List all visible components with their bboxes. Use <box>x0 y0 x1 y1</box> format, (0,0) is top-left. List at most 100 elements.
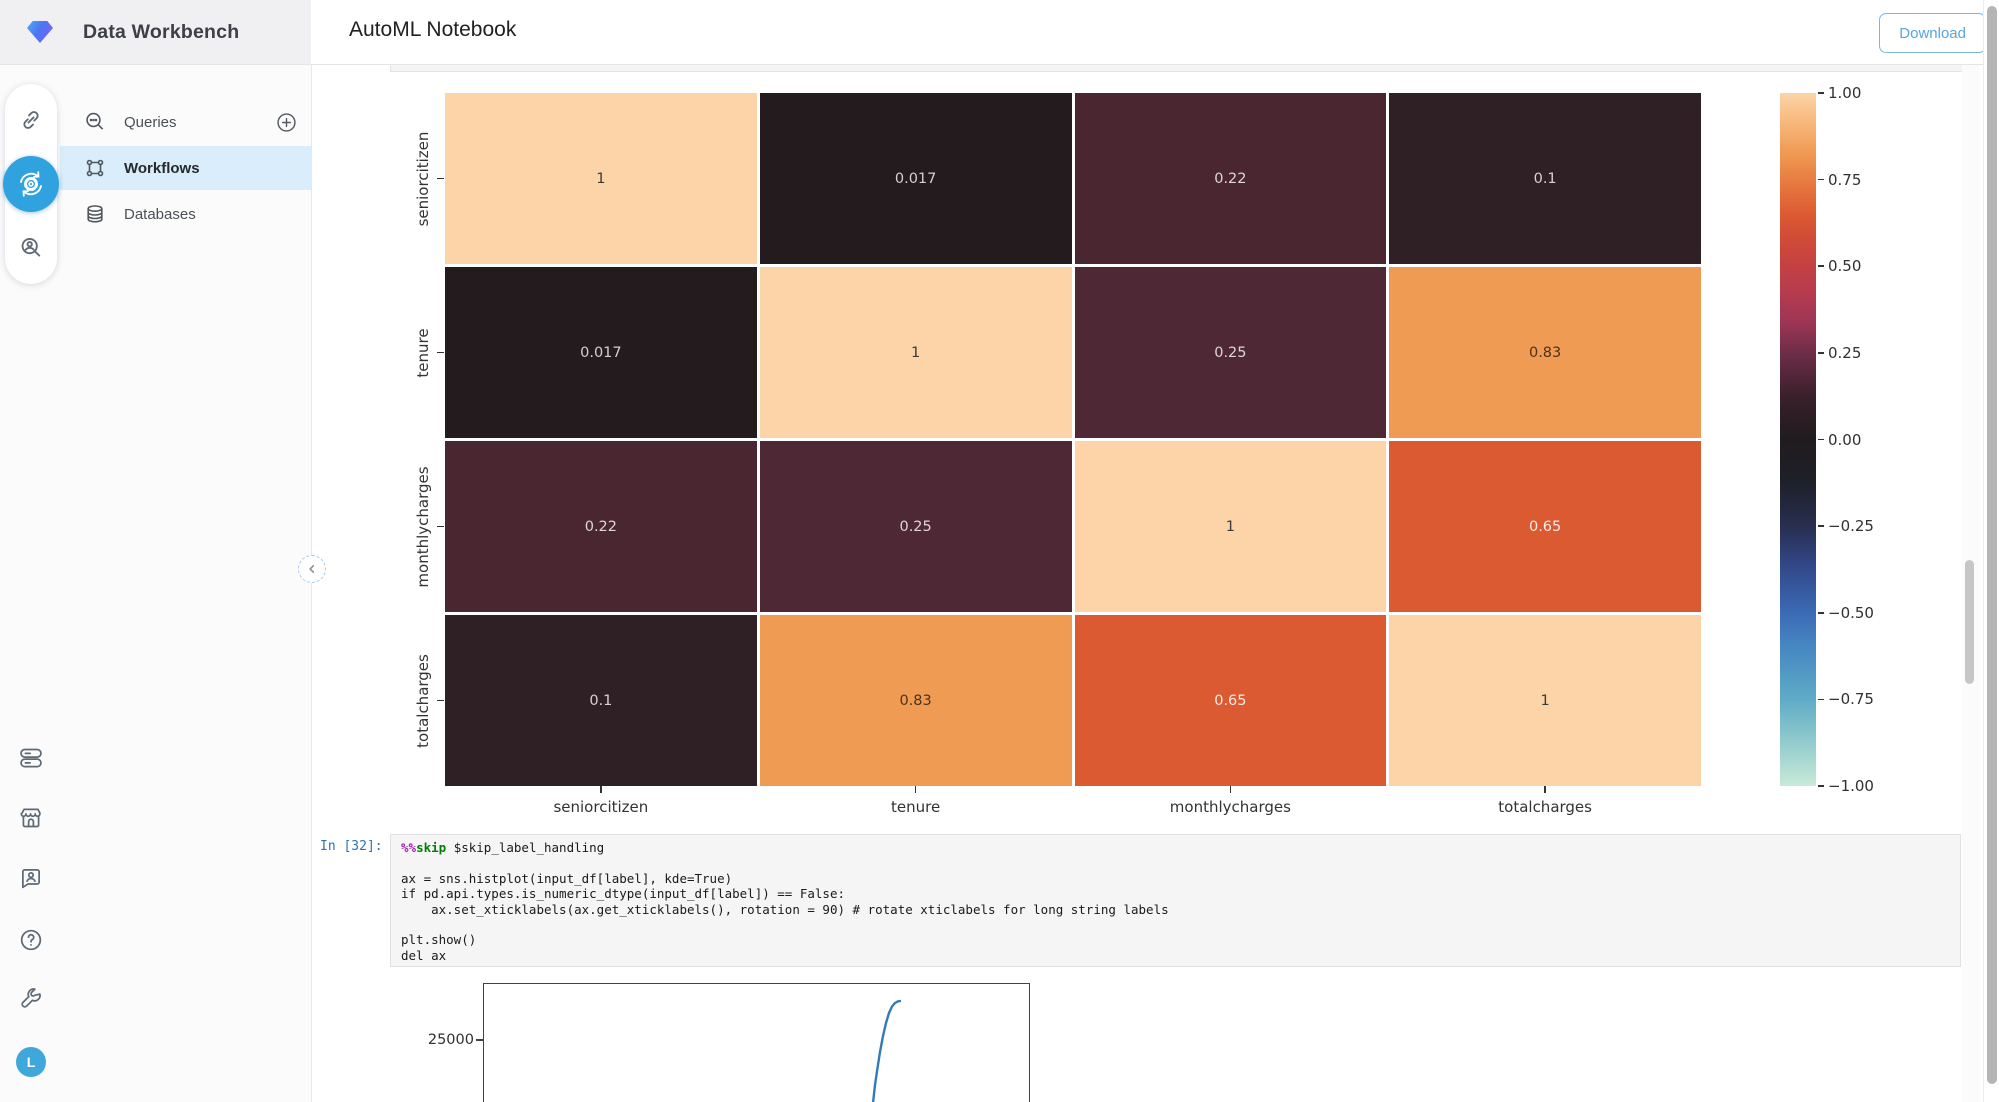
sidebar-item-databases[interactable]: Databases <box>60 192 311 236</box>
y-axis-tick-label: tenure <box>414 327 432 378</box>
download-button-label: Download <box>1899 24 1966 42</box>
colorbar-tick-label: −0.50 <box>1828 603 1874 622</box>
code-line: del ax <box>401 947 447 963</box>
heatmap-cell: 0.017 <box>759 93 1072 264</box>
heatmap-cell: 1 <box>445 93 757 264</box>
x-axis-tick-label: monthlycharges <box>1169 798 1291 816</box>
help-icon[interactable] <box>18 927 44 953</box>
colorbar-tick-label: 1.00 <box>1828 84 1862 102</box>
y-axis-tick <box>437 699 444 702</box>
colorbar-tick-label: 0.25 <box>1828 343 1862 362</box>
code-line: %%skip $skip_label_handling <box>401 840 605 855</box>
heatmap-cell: 0.22 <box>445 441 757 612</box>
y-axis-tick-label: seniorcitizen <box>414 131 432 226</box>
workflow-nodes-icon <box>83 156 107 180</box>
code-cell-editor[interactable]: %%skip $skip_label_handling ax = sns.his… <box>390 834 1961 967</box>
colorbar-tick-label: 0.00 <box>1828 430 1862 449</box>
heatmap-cell: 1 <box>1389 615 1701 786</box>
kde-ytick-label: 25000 <box>427 1032 474 1048</box>
heatmap-cell: 0.65 <box>1074 615 1387 786</box>
sidebar-collapse-button[interactable] <box>298 555 326 583</box>
sidebar-item-label: Queries <box>124 113 177 131</box>
x-axis-tick-label: tenure <box>891 798 941 816</box>
sidebar-item-label: Workflows <box>124 159 200 177</box>
sidebar-panel: Queries Workflows <box>60 64 312 1102</box>
kde-curve <box>871 999 902 1102</box>
kde-plot-output <box>483 983 1030 1102</box>
sync-gear-icon <box>20 171 42 197</box>
brand-area: Data Workbench <box>0 0 311 64</box>
heatmap-cell: 1 <box>759 267 1072 438</box>
colorbar-tick <box>1818 352 1824 354</box>
colorbar-tick <box>1818 525 1824 527</box>
x-axis-tick <box>1229 786 1232 793</box>
download-button[interactable]: Download <box>1879 13 1986 53</box>
x-axis-tick <box>600 786 602 793</box>
y-axis-tick <box>437 351 444 354</box>
sidebar-item-queries[interactable]: Queries <box>60 100 311 144</box>
heatmap-colorbar <box>1780 93 1816 786</box>
x-axis-tick-label: seniorcitizen <box>553 798 649 816</box>
colorbar-tick <box>1818 698 1824 701</box>
top-bar: Data Workbench AutoML Notebook Download <box>0 0 1999 65</box>
notebook-scroll-area[interactable]: 1 0.017 0.22 0.1 0.017 1 0.25 0.83 0.22 0.25 1 0.65… <box>311 64 1999 1102</box>
colorbar-tick <box>1818 265 1824 268</box>
contact-card-icon[interactable] <box>18 865 44 891</box>
tools-wrench-icon[interactable] <box>18 987 44 1013</box>
icon-rail: L <box>0 64 60 1102</box>
database-icon <box>83 202 107 226</box>
heatmap-output-figure: 1 0.017 0.22 0.1 0.017 1 0.25 0.83 0.22 0.25 1 0.65… <box>311 64 1999 1102</box>
code-line <box>401 917 1950 932</box>
y-axis-tick-label: monthlycharges <box>414 465 432 588</box>
colorbar-tick <box>1818 611 1824 614</box>
heatmap-cell: 0.83 <box>1389 267 1701 438</box>
x-axis-tick-label: totalcharges <box>1498 798 1592 816</box>
connections-link-icon[interactable] <box>18 107 44 133</box>
y-axis-tick <box>437 525 444 528</box>
colorbar-tick-label: −0.25 <box>1828 517 1874 536</box>
window-scrollbar-thumb[interactable] <box>1986 6 1997 1084</box>
chevron-left-icon <box>309 564 315 573</box>
automation-sync-gear-button[interactable] <box>3 156 59 212</box>
heatmap-cell: 0.1 <box>1389 93 1701 264</box>
y-axis-tick <box>437 177 444 180</box>
code-line: if pd.api.types.is_numeric_dtype(input_d… <box>401 886 846 902</box>
colorbar-tick <box>1818 438 1824 441</box>
add-query-button[interactable] <box>275 111 298 134</box>
app-name: Data Workbench <box>83 20 240 43</box>
heatmap-cell: 0.83 <box>759 615 1072 786</box>
user-avatar-initial: L <box>26 1054 36 1070</box>
heatmap-cell: 0.65 <box>1389 441 1701 612</box>
heatmap-cell: 0.25 <box>759 441 1072 612</box>
colorbar-tick <box>1818 178 1824 181</box>
heatmap-cell: 0.25 <box>1074 267 1387 438</box>
gem-logo-icon <box>27 21 53 43</box>
user-avatar[interactable]: L <box>16 1047 46 1077</box>
code-line: ax = sns.histplot(input_df[label], kde=T… <box>401 870 733 886</box>
heatmap-cell: 0.017 <box>445 267 757 438</box>
notebook-scrollbar-thumb[interactable] <box>1965 560 1974 684</box>
colorbar-tick-label: −1.00 <box>1828 777 1874 795</box>
y-axis-tick-label: totalcharges <box>414 653 432 748</box>
colorbar-tick-label: 0.50 <box>1828 257 1862 276</box>
sidebar-item-label: Databases <box>124 205 196 223</box>
profile-search-icon[interactable] <box>18 235 44 261</box>
code-line: ax.set_xticklabels(ax.get_xticklabels(),… <box>401 901 1169 917</box>
colorbar-tick <box>1818 785 1824 787</box>
code-line: plt.show() <box>401 932 477 948</box>
notebook-scrollbar-track <box>1962 64 1980 1102</box>
marketplace-store-icon[interactable] <box>18 805 44 831</box>
query-search-icon <box>83 110 107 134</box>
heatmap-grid: 1 0.017 0.22 0.1 0.017 1 0.25 0.83 0.22 0.25 1 0.65… <box>445 93 1701 786</box>
toggle-pills-icon[interactable] <box>18 745 44 771</box>
colorbar-tick-label: −0.75 <box>1828 690 1874 709</box>
code-line <box>401 855 1950 870</box>
window-scrollbar-track <box>1983 0 1999 1102</box>
kde-ytick-mark <box>476 1039 483 1041</box>
heatmap-cell: 0.22 <box>1074 93 1387 264</box>
cell-execution-prompt: In [32]: <box>320 839 383 854</box>
colorbar-tick-label: 0.75 <box>1828 170 1862 189</box>
x-axis-tick <box>1544 786 1546 793</box>
sidebar-item-workflows[interactable]: Workflows <box>60 146 311 190</box>
